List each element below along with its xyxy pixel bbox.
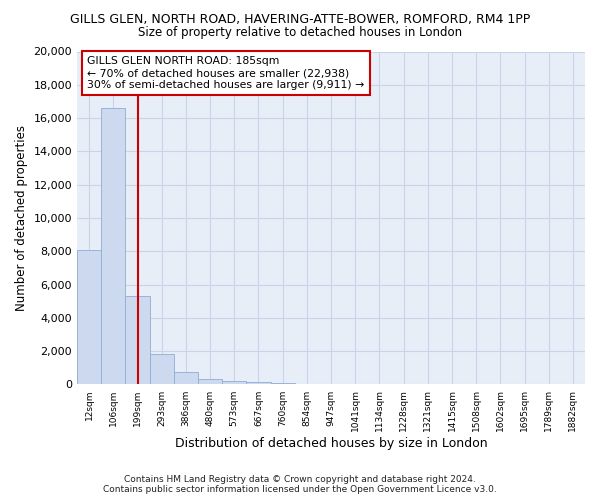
Bar bbox=[77, 250, 101, 384]
Bar bbox=[247, 382, 271, 384]
Bar bbox=[101, 108, 125, 384]
Bar bbox=[198, 378, 222, 384]
Bar bbox=[271, 383, 295, 384]
Y-axis label: Number of detached properties: Number of detached properties bbox=[15, 125, 28, 311]
Bar bbox=[125, 296, 149, 384]
Text: Contains HM Land Registry data © Crown copyright and database right 2024.
Contai: Contains HM Land Registry data © Crown c… bbox=[103, 474, 497, 494]
Bar bbox=[222, 381, 247, 384]
Bar bbox=[149, 354, 174, 384]
Bar bbox=[174, 372, 198, 384]
Text: GILLS GLEN NORTH ROAD: 185sqm
← 70% of detached houses are smaller (22,938)
30% : GILLS GLEN NORTH ROAD: 185sqm ← 70% of d… bbox=[87, 56, 364, 90]
X-axis label: Distribution of detached houses by size in London: Distribution of detached houses by size … bbox=[175, 437, 487, 450]
Text: GILLS GLEN, NORTH ROAD, HAVERING-ATTE-BOWER, ROMFORD, RM4 1PP: GILLS GLEN, NORTH ROAD, HAVERING-ATTE-BO… bbox=[70, 12, 530, 26]
Text: Size of property relative to detached houses in London: Size of property relative to detached ho… bbox=[138, 26, 462, 39]
